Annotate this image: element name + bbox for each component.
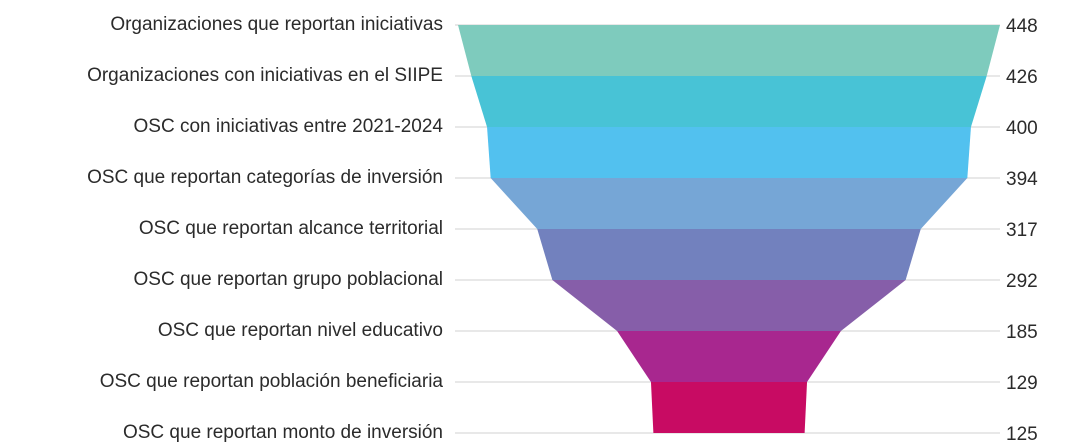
value-label: 400 bbox=[1006, 118, 1038, 139]
value-label: 292 bbox=[1006, 271, 1038, 292]
funnel-segment bbox=[537, 229, 921, 280]
value-label: 394 bbox=[1006, 169, 1038, 190]
value-label: 185 bbox=[1006, 322, 1038, 343]
category-label: OSC que reportan monto de inversión bbox=[123, 422, 443, 443]
funnel-segment bbox=[471, 76, 987, 127]
category-label: OSC que reportan población beneficiaria bbox=[100, 371, 444, 392]
funnel-segment bbox=[458, 25, 1000, 76]
value-label: 448 bbox=[1006, 16, 1038, 37]
value-label: 129 bbox=[1006, 373, 1038, 394]
funnel-segment bbox=[490, 178, 968, 229]
value-label: 125 bbox=[1006, 424, 1038, 443]
funnel-segment bbox=[552, 280, 906, 331]
category-label: OSC que reportan alcance territorial bbox=[139, 218, 443, 239]
funnel-segment bbox=[487, 127, 971, 178]
category-label: Organizaciones con iniciativas en el SII… bbox=[87, 65, 443, 86]
funnel-segment bbox=[617, 331, 841, 382]
category-label: OSC con iniciativas entre 2021-2024 bbox=[134, 116, 444, 137]
value-label: 317 bbox=[1006, 220, 1038, 241]
funnel-segment bbox=[650, 382, 808, 433]
category-label: OSC que reportan categorías de inversión bbox=[87, 167, 443, 188]
category-label: OSC que reportan nivel educativo bbox=[158, 320, 443, 341]
category-label: OSC que reportan grupo poblacional bbox=[134, 269, 443, 290]
value-label: 426 bbox=[1006, 67, 1038, 88]
category-label: Organizaciones que reportan iniciativas bbox=[110, 14, 443, 35]
